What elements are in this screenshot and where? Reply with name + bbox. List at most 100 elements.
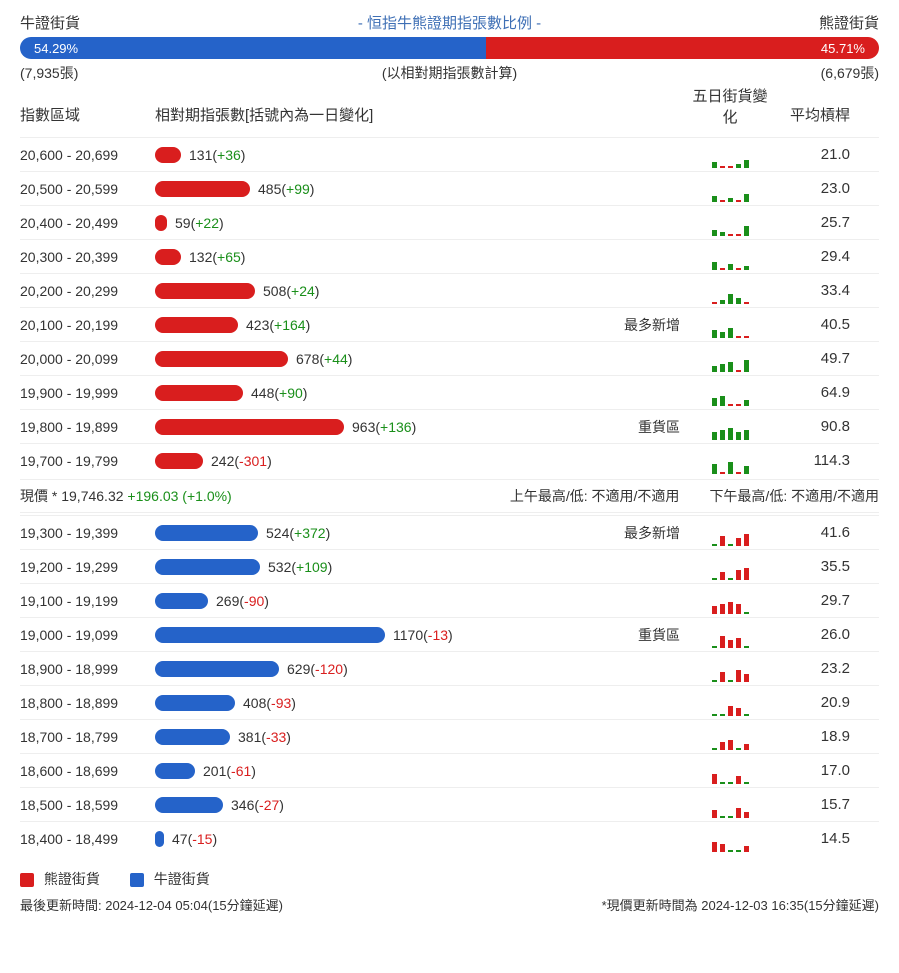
spark-cell xyxy=(690,448,770,474)
update-time: 最後更新時間: 2024-12-04 05:04(15分鐘延遲) xyxy=(20,895,283,914)
ratio-left: 54.29% xyxy=(20,37,486,59)
table-row: 20,600 - 20,699 131(+36) 21.0 xyxy=(20,137,879,171)
bar-label: 269(-90) xyxy=(216,593,269,609)
value-bar xyxy=(155,831,164,847)
bar-cell: 448(+90) xyxy=(155,385,595,401)
bar-label: 629(-120) xyxy=(287,661,348,677)
spark-cell xyxy=(690,826,770,852)
pm-range: 下午最高/低: 不適用/不適用 xyxy=(709,486,879,506)
value-bar xyxy=(155,797,223,813)
bull-count: (7,935張) xyxy=(20,63,78,83)
table-row: 18,900 - 18,999 629(-120) 23.2 xyxy=(20,651,879,685)
bar-cell: 532(+109) xyxy=(155,559,595,575)
bar-label: 1170(-13) xyxy=(393,627,453,643)
value-bar xyxy=(155,351,288,367)
leverage-cell: 17.0 xyxy=(770,762,850,779)
price-row: 現價 * 19,746.32 +196.03 (+1.0%) 上午最高/低: 不… xyxy=(20,479,879,513)
bar-cell: 131(+36) xyxy=(155,147,595,163)
leverage-cell: 25.7 xyxy=(770,214,850,231)
value-bar xyxy=(155,419,344,435)
range-cell: 18,600 - 18,699 xyxy=(20,763,155,779)
range-cell: 18,900 - 18,999 xyxy=(20,661,155,677)
price-right: 上午最高/低: 不適用/不適用 下午最高/低: 不適用/不適用 xyxy=(510,486,879,506)
page-title: - 恒指牛熊證期指張數比例 - xyxy=(80,12,819,33)
leverage-cell: 35.5 xyxy=(770,558,850,575)
col-spark: 五日街貨變化 xyxy=(690,101,770,127)
bar-cell: 423(+164) xyxy=(155,317,595,333)
bar-cell: 132(+65) xyxy=(155,249,595,265)
leverage-cell: 14.5 xyxy=(770,830,850,847)
bar-label: 423(+164) xyxy=(246,317,310,333)
spark-cell xyxy=(690,244,770,270)
range-cell: 20,200 - 20,299 xyxy=(20,283,155,299)
bar-label: 485(+99) xyxy=(258,181,314,197)
range-cell: 20,500 - 20,599 xyxy=(20,181,155,197)
value-bar xyxy=(155,453,203,469)
leverage-cell: 114.3 xyxy=(770,452,850,469)
bar-label: 524(+372) xyxy=(266,525,330,541)
bar-label: 381(-33) xyxy=(238,729,291,745)
spark-cell xyxy=(690,622,770,648)
table-row: 18,500 - 18,599 346(-27) 15.7 xyxy=(20,787,879,821)
bear-rows: 20,600 - 20,699 131(+36) 21.0 20,500 - 2… xyxy=(20,137,879,477)
range-cell: 20,300 - 20,399 xyxy=(20,249,155,265)
leverage-cell: 64.9 xyxy=(770,384,850,401)
table-row: 19,000 - 19,099 1170(-13) 重貨區 26.0 xyxy=(20,617,879,651)
legend-bear: 熊證街貨 xyxy=(20,869,100,889)
am-range: 上午最高/低: 不適用/不適用 xyxy=(510,486,680,506)
col-bar: 相對期指張數[括號內為一日變化] xyxy=(155,104,595,125)
value-bar xyxy=(155,661,279,677)
table-row: 20,200 - 20,299 508(+24) 33.4 xyxy=(20,273,879,307)
bar-label: 131(+36) xyxy=(189,147,245,163)
bar-cell: 346(-27) xyxy=(155,797,595,813)
spark-cell xyxy=(690,414,770,440)
range-cell: 19,900 - 19,999 xyxy=(20,385,155,401)
price-label: 現價 * xyxy=(20,488,61,504)
header-row: 牛證街貨 - 恒指牛熊證期指張數比例 - 熊證街貨 xyxy=(20,12,879,33)
bear-label: 熊證街貨 xyxy=(819,12,879,33)
price-change: +196.03 (+1.0%) xyxy=(127,488,231,504)
bar-cell: 59(+22) xyxy=(155,215,595,231)
value-bar xyxy=(155,729,230,745)
note-cell: 最多新增 xyxy=(595,523,690,543)
legend-bull: 牛證街貨 xyxy=(130,869,210,889)
range-cell: 19,800 - 19,899 xyxy=(20,419,155,435)
table-row: 18,800 - 18,899 408(-93) 20.9 xyxy=(20,685,879,719)
value-bar xyxy=(155,525,258,541)
bar-cell: 1170(-13) xyxy=(155,627,595,643)
bar-label: 132(+65) xyxy=(189,249,245,265)
column-headers: 指數區域 相對期指張數[括號內為一日變化] 五日街貨變化 平均槓桿 xyxy=(20,97,879,131)
table-row: 19,200 - 19,299 532(+109) 35.5 xyxy=(20,549,879,583)
swatch-blue xyxy=(130,873,144,887)
leverage-cell: 29.7 xyxy=(770,592,850,609)
bar-label: 408(-93) xyxy=(243,695,296,711)
bar-cell: 381(-33) xyxy=(155,729,595,745)
spark-cell xyxy=(690,278,770,304)
bar-cell: 678(+44) xyxy=(155,351,595,367)
bar-cell: 269(-90) xyxy=(155,593,595,609)
leverage-cell: 40.5 xyxy=(770,316,850,333)
value-bar xyxy=(155,593,208,609)
range-cell: 20,600 - 20,699 xyxy=(20,147,155,163)
table-row: 19,300 - 19,399 524(+372) 最多新增 41.6 xyxy=(20,515,879,549)
table-row: 20,100 - 20,199 423(+164) 最多新增 40.5 xyxy=(20,307,879,341)
swatch-red xyxy=(20,873,34,887)
value-bar xyxy=(155,317,238,333)
bar-cell: 47(-15) xyxy=(155,831,595,847)
table-row: 20,500 - 20,599 485(+99) 23.0 xyxy=(20,171,879,205)
table-row: 20,000 - 20,099 678(+44) 49.7 xyxy=(20,341,879,375)
table-row: 19,100 - 19,199 269(-90) 29.7 xyxy=(20,583,879,617)
bar-label: 242(-301) xyxy=(211,453,272,469)
table-row: 20,300 - 20,399 132(+65) 29.4 xyxy=(20,239,879,273)
bar-label: 508(+24) xyxy=(263,283,319,299)
bar-cell: 629(-120) xyxy=(155,661,595,677)
bar-label: 346(-27) xyxy=(231,797,284,813)
spark-cell xyxy=(690,758,770,784)
range-cell: 18,500 - 18,599 xyxy=(20,797,155,813)
range-cell: 20,000 - 20,099 xyxy=(20,351,155,367)
range-cell: 19,200 - 19,299 xyxy=(20,559,155,575)
legend: 熊證街貨 牛證街貨 xyxy=(20,869,879,889)
bull-label: 牛證街貨 xyxy=(20,12,80,33)
ratio-left-text: 54.29% xyxy=(34,41,78,56)
table-row: 20,400 - 20,499 59(+22) 25.7 xyxy=(20,205,879,239)
